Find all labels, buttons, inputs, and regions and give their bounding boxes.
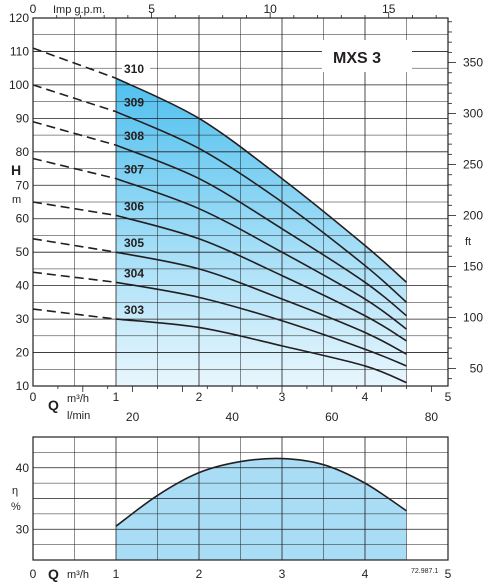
- curve-label-307: 307: [124, 163, 144, 177]
- top-tick-label: 5: [148, 2, 155, 16]
- curve-303: [115, 318, 407, 384]
- eff-y-axis-letter: η: [12, 485, 18, 497]
- curve-310-dashed: [32, 47, 117, 79]
- head-y-tick-label: 80: [16, 145, 30, 159]
- head-x2-tick-label: 40: [226, 410, 240, 424]
- head-y-tick-label: 40: [16, 279, 30, 293]
- drawing-code: 72.987.1: [411, 568, 438, 575]
- eff-y-tick-label: 40: [16, 461, 30, 475]
- curve-label-303: 303: [124, 303, 144, 317]
- eff-x-axis-ticks: 0 1 2 3 4 5: [30, 567, 452, 581]
- eff-x-tick-label: 2: [196, 567, 203, 581]
- efficiency-curve: [115, 457, 407, 527]
- head-x2-tick-label: 60: [325, 410, 339, 424]
- eff-y-axis-unit: %: [11, 501, 21, 513]
- curve-label-310: 310: [124, 62, 144, 76]
- efficiency-area: [116, 458, 407, 560]
- head-x2-axis-ticks: 20 40 60 80: [57, 386, 439, 424]
- head-y-tick-label: 110: [10, 44, 29, 58]
- head-y-tick-label: 90: [16, 111, 30, 125]
- head-y2-tick-label: 250: [463, 158, 483, 172]
- head-y-axis-ticks: 10 20 30 40 50 60 70 80 90 100 110 120: [9, 11, 29, 393]
- curve-label-308: 308: [124, 129, 144, 143]
- eff-y-tick-label: 30: [16, 522, 30, 536]
- top-tick-label: 15: [382, 2, 396, 16]
- eff-x-axis-letter: Q: [48, 566, 59, 582]
- head-x2-tick-label: 80: [425, 410, 439, 424]
- chart-title-box: [322, 40, 412, 72]
- eff-x-tick-label: 0: [30, 567, 37, 581]
- curve-304: [115, 281, 407, 367]
- curve-309-dashed: [32, 84, 117, 113]
- curve-305: [115, 251, 407, 355]
- head-x-tick-label: 2: [196, 390, 203, 404]
- curve-label-306: 306: [124, 199, 144, 213]
- curve-308: [115, 144, 408, 317]
- head-operating-area: [116, 78, 407, 386]
- head-y-axis-letter: H: [11, 162, 21, 178]
- curve-308-dashed: [32, 120, 117, 146]
- top-tick-label: 10: [263, 2, 277, 16]
- curve-label-304: 304: [124, 266, 144, 280]
- eff-x-tick-label: 3: [279, 567, 286, 581]
- top-tick-label: 0: [30, 2, 37, 16]
- head-x-axis-ticks: 0 1 2 3 4 5: [30, 390, 452, 404]
- head-curves: 310 309 308 307 306 305 304 303: [32, 47, 408, 384]
- head-y-tick-label: 20: [16, 346, 30, 360]
- head-y-tick-label: 50: [16, 245, 30, 259]
- head-y2-axis-ticks: 50 100 150 200 250 300 350: [448, 21, 484, 380]
- curve-306-dashed: [32, 201, 117, 217]
- head-x2-axis-unit: l/min: [67, 410, 90, 422]
- head-x-axis-unit: m³/h: [67, 393, 89, 405]
- head-x-tick-label: 0: [30, 390, 37, 404]
- head-y2-tick-label: 50: [470, 361, 484, 375]
- head-x-tick-label: 3: [279, 390, 286, 404]
- head-y2-tick-label: 300: [463, 107, 483, 121]
- eff-y-axis-ticks: 30 40: [16, 461, 30, 537]
- curve-label-309: 309: [124, 96, 144, 110]
- curve-309: [115, 110, 408, 303]
- head-y2-tick-label: 150: [463, 260, 483, 274]
- curve-306: [115, 214, 407, 342]
- efficiency-panel: 30 40 η % 0 1 2 3 4 5 Q m³/h 72.987.1: [11, 436, 452, 582]
- head-x-tick-label: 5: [445, 390, 452, 404]
- curve-307: [115, 177, 407, 330]
- curve-304-dashed: [32, 271, 117, 284]
- head-y-tick-label: 60: [16, 212, 30, 226]
- curve-303-dashed: [32, 308, 117, 320]
- chart-title: MXS 3: [333, 50, 381, 67]
- eff-x-tick-label: 4: [362, 567, 369, 581]
- head-plot-border: [32, 17, 449, 387]
- head-y2-tick-label: 100: [463, 310, 483, 324]
- head-y-tick-label: 100: [9, 78, 29, 92]
- head-y-tick-label: 70: [16, 178, 30, 192]
- head-x-axis-letter: Q: [48, 397, 59, 413]
- head-y-tick-label: 120: [9, 11, 29, 25]
- head-y-tick-label: 30: [16, 312, 30, 326]
- head-y2-tick-label: 200: [463, 209, 483, 223]
- head-x-tick-label: 4: [362, 390, 369, 404]
- eff-x-axis-unit: m³/h: [67, 569, 89, 581]
- curve-310: [115, 77, 408, 283]
- eff-x-tick-label: 5: [445, 567, 452, 581]
- head-x-tick-label: 1: [113, 390, 120, 404]
- head-y2-tick-label: 350: [463, 56, 483, 70]
- eff-grid: [33, 437, 448, 560]
- curve-307-dashed: [32, 157, 117, 180]
- head-y2-axis-unit: ft: [465, 236, 471, 248]
- curve-label-305: 305: [124, 236, 144, 250]
- head-y-tick-label: 10: [16, 379, 30, 393]
- eff-plot-border: [32, 436, 449, 561]
- curve-label-bg: [122, 62, 150, 77]
- top-axis-ticks: 0 5 10 15: [30, 2, 437, 18]
- curve-305-dashed: [32, 238, 117, 253]
- top-axis-label: Imp g.p.m.: [53, 4, 105, 16]
- head-y-axis-unit: m: [12, 194, 21, 206]
- eff-x-tick-label: 1: [113, 567, 120, 581]
- head-x2-tick-label: 20: [126, 410, 140, 424]
